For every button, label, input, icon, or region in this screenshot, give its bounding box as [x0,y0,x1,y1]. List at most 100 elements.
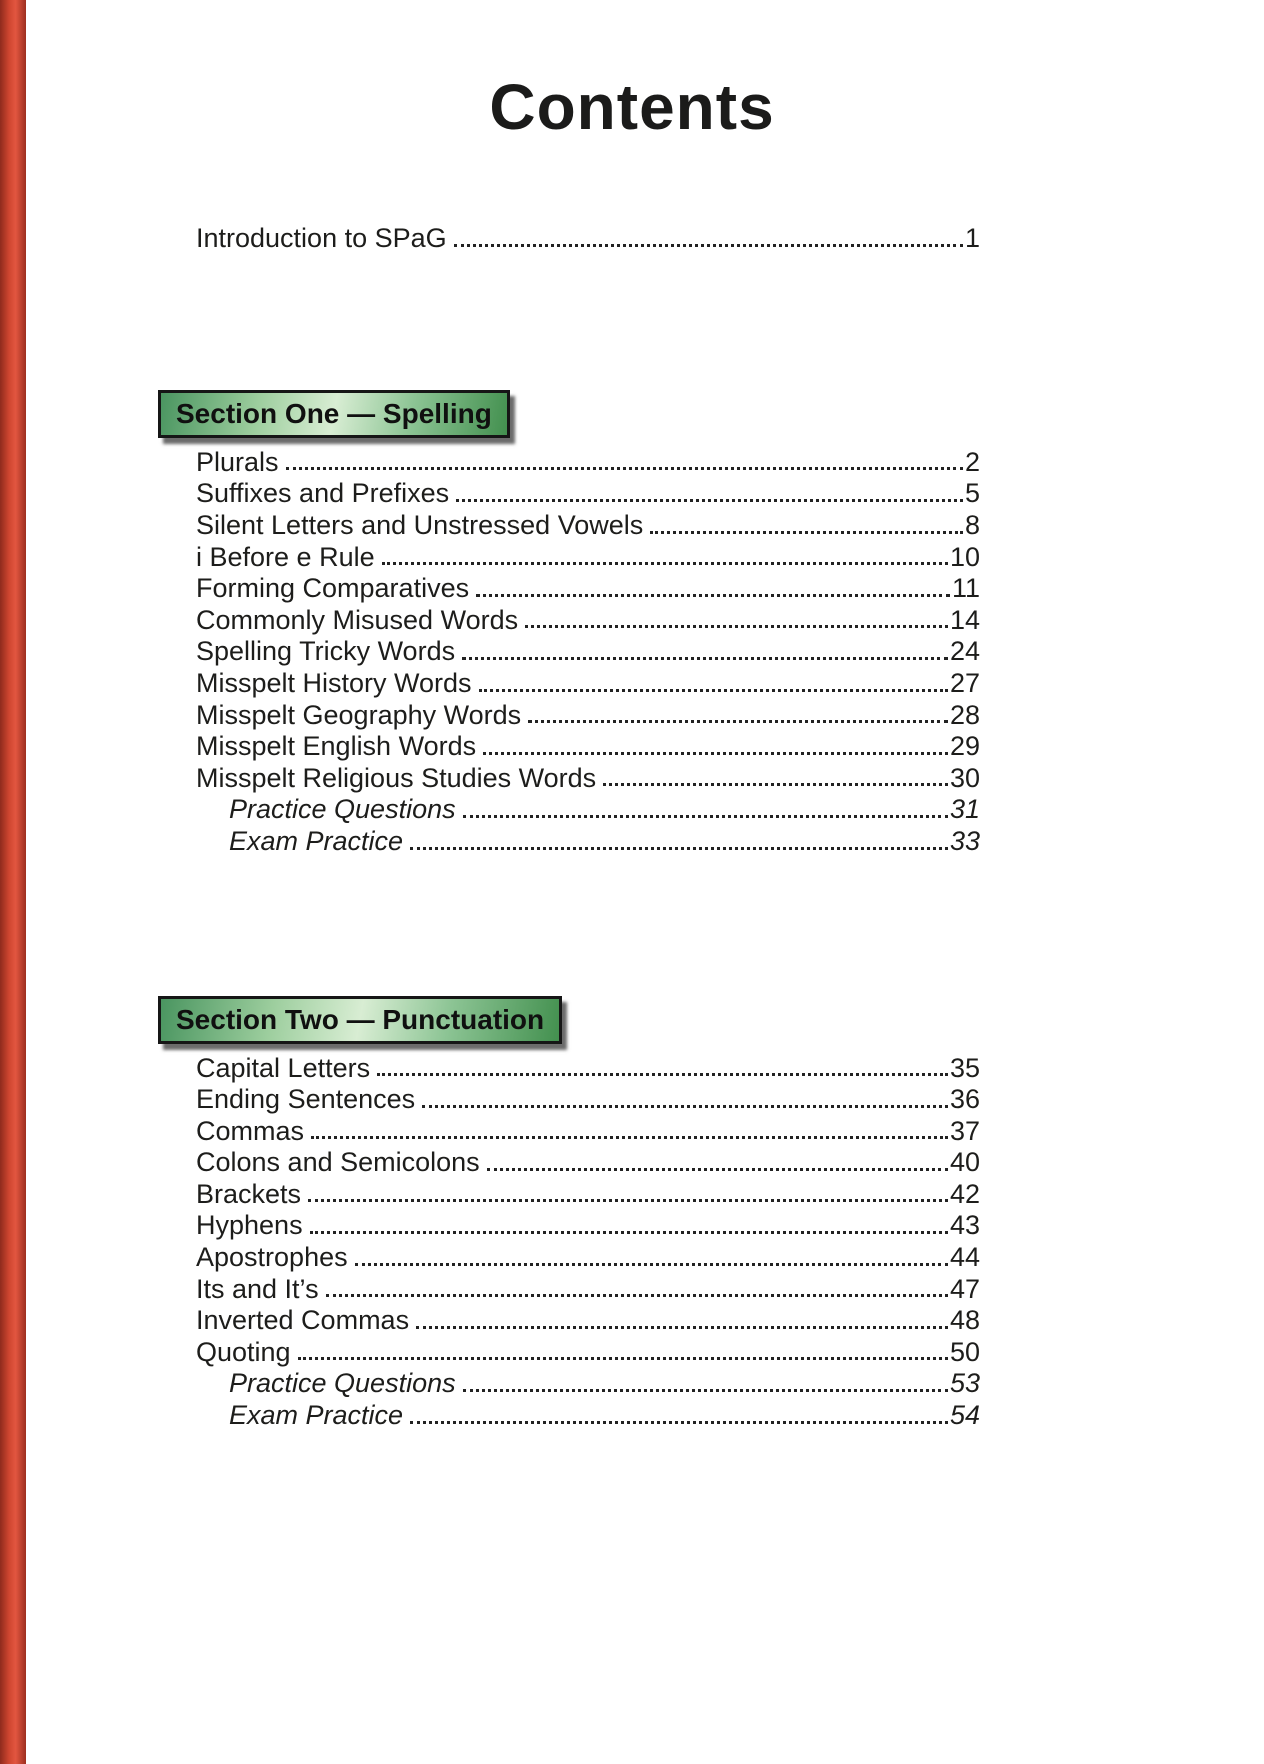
toc-entry-page: 5 [964,478,980,509]
dot-leader [381,562,948,566]
toc-entry-label: Brackets [196,1178,302,1209]
toc-row: Commas 37 [196,1116,980,1148]
toc-entry-label: Practice Questions [229,794,456,825]
toc-row: Misspelt English Words 29 [196,731,980,763]
toc-entry-label: Silent Letters and Unstressed Vowels [196,509,644,540]
toc-entry-label: Introduction to SPaG [196,223,447,254]
toc-entry-page: 31 [949,794,980,825]
toc-row: Inverted Commas 48 [196,1305,980,1337]
dot-leader [354,1262,948,1266]
toc-entry-label: Practice Questions [229,1368,456,1399]
toc-row: Forming Comparatives 11 [196,573,980,605]
toc-row: Capital Letters 35 [196,1053,980,1085]
toc-entry-page: 50 [949,1336,980,1367]
toc-entry-page: 33 [949,825,980,856]
dot-leader [486,1167,948,1171]
toc-entry-page: 48 [949,1305,980,1336]
dot-leader [462,656,948,660]
section-heading-label: Section Two — Punctuation [176,1003,545,1035]
toc-row: Ending Sentences 36 [196,1084,980,1116]
dot-leader [377,1073,948,1077]
toc-entry-page: 14 [949,604,980,635]
toc-row: Exam Practice 33 [196,826,980,858]
dot-leader [483,751,948,755]
section-heading-label: Section One — Spelling [176,397,492,429]
intro-block: Introduction to SPaG 1 [196,223,980,255]
toc-row: Practice Questions 31 [196,794,980,826]
dot-leader [422,1104,948,1108]
toc-entry-label: Hyphens [196,1210,303,1241]
toc-entry-label: Misspelt Religious Studies Words [196,762,597,793]
toc-row: Plurals 2 [196,447,980,479]
toc-row: Apostrophes 44 [196,1242,980,1274]
toc-entry-label: Ending Sentences [196,1084,416,1115]
toc-entry-label: Suffixes and Prefixes [196,478,450,509]
toc-row: Misspelt History Words 27 [196,668,980,700]
toc-entry-label: Misspelt English Words [196,731,477,762]
section-two-header: Section Two — Punctuation [158,995,563,1044]
toc-entry-page: 28 [949,699,980,730]
page-title: Contents [489,71,775,143]
toc-row: Introduction to SPaG 1 [196,223,980,255]
toc-row: Suffixes and Prefixes 5 [196,478,980,510]
toc-entry-page: 42 [949,1178,980,1209]
dot-leader [478,688,948,692]
toc-row: Misspelt Religious Studies Words 30 [196,763,980,795]
toc-entry-label: Apostrophes [196,1242,348,1273]
toc-entry-label: Misspelt Geography Words [196,699,522,730]
dot-leader [309,1231,948,1235]
toc-entry-page: 54 [949,1400,980,1431]
dot-leader [456,498,963,502]
toc-row: Colons and Semicolons 40 [196,1147,980,1179]
toc-entry-page: 24 [949,636,980,667]
toc-entry-label: Plurals [196,446,279,477]
toc-row: i Before e Rule 10 [196,542,980,574]
toc-entry-label: Inverted Commas [196,1305,410,1336]
dot-leader [462,1389,948,1393]
section-one-header: Section One — Spelling [158,389,510,438]
toc-row: Quoting 50 [196,1337,980,1369]
toc-entry-label: Colons and Semicolons [196,1147,480,1178]
toc-row: Spelling Tricky Words 24 [196,636,980,668]
toc-entry-page: 37 [949,1115,980,1146]
dot-leader [311,1136,948,1140]
dot-leader [416,1325,948,1329]
toc-entry-label: Exam Practice [229,825,404,856]
toc-entry-page: 47 [949,1273,980,1304]
dot-leader [453,243,963,247]
toc-row: Silent Letters and Unstressed Vowels 8 [196,510,980,542]
dot-leader [525,625,948,629]
toc-entry-label: Misspelt History Words [196,667,472,698]
toc-entry-label: Exam Practice [229,1400,404,1431]
toc-entry-page: 44 [949,1242,980,1273]
toc-entry-label: i Before e Rule [196,541,375,572]
toc-entry-label: Capital Letters [196,1052,371,1083]
toc-entry-label: Its and It’s [196,1273,319,1304]
toc-entry-page: 8 [964,509,980,540]
toc-entry-label: Commas [196,1115,305,1146]
toc-row: Brackets 42 [196,1179,980,1211]
toc-entry-label: Spelling Tricky Words [196,636,456,667]
toc-entry-page: 2 [964,446,980,477]
toc-entry-page: 43 [949,1210,980,1241]
page-edge-red-strip [0,0,26,1764]
dot-leader [603,783,948,787]
toc-entry-label: Commonly Misused Words [196,604,519,635]
section-one-block: Section One — Spelling Plurals 2 Suffixes … [0,389,1264,858]
dot-leader [285,467,963,471]
toc-entry-page: 27 [949,667,980,698]
toc-row: Misspelt Geography Words 28 [196,700,980,732]
dot-leader [462,814,948,818]
toc-row: Practice Questions 53 [196,1368,980,1400]
toc-row: Hyphens 43 [196,1210,980,1242]
toc-entry-page: 30 [949,762,980,793]
dot-leader [297,1357,948,1361]
toc-entry-page: 35 [949,1052,980,1083]
dot-leader [476,593,950,597]
dot-leader [528,720,948,724]
toc-entry-page: 40 [949,1147,980,1178]
toc-entry-page: 10 [949,541,980,572]
toc-entry-page: 53 [949,1368,980,1399]
toc-row: Commonly Misused Words 14 [196,605,980,637]
